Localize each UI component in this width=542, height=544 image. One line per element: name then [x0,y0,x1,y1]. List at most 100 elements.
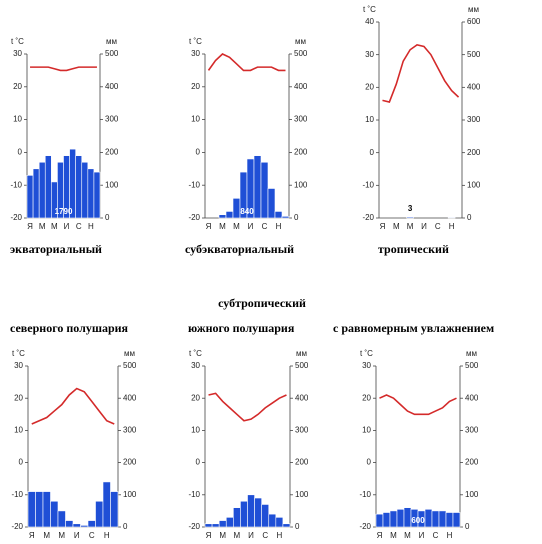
precip-bar [452,512,461,528]
y2-tick-label: 0 [294,213,299,222]
y2-tick-label: 400 [294,82,308,91]
y-tick-label: 30 [191,49,200,58]
y-tick-label: 30 [365,50,374,59]
precip-bar [27,491,36,528]
y2-tick-label: 400 [467,82,481,91]
y2-tick-label: 500 [294,49,308,58]
x-tick-label: М [51,222,58,231]
x-tick-label: С [76,222,82,231]
temperature-line [382,44,460,103]
precip-bar [375,513,384,528]
y2-tick-label: 0 [465,522,470,531]
y2-tick-label: 100 [465,490,479,499]
precip-bar [72,523,81,528]
x-tick-label: Я [380,222,386,231]
y-tick-label: -10 [188,180,200,189]
y2-tick-label: 400 [465,393,479,402]
y-tick-label: 30 [362,361,371,370]
x-tick-label: М [404,531,411,540]
y2-tick-label: 100 [105,180,119,189]
y2-tick-label: 200 [294,148,308,157]
y-tick-label: -10 [362,180,374,189]
precip-bar [102,481,111,528]
precip-bar [38,161,46,219]
group-title: субтропический [218,296,306,310]
y2-tick-label: 600 [467,17,481,26]
x-tick-label: М [39,222,46,231]
y-tick-label: 20 [191,393,200,402]
y2-tick-label: 0 [105,213,110,222]
x-tick-label: М [43,531,50,540]
total-precip: 1790 [55,207,73,216]
y2-tick-label: 400 [295,393,309,402]
y2-axis-label: мм [466,349,477,358]
precip-bar [431,510,440,528]
precip-bar [382,512,391,528]
y2-tick-label: 200 [295,458,309,467]
x-tick-label: С [262,222,268,231]
y-axis-label: t ˚C [11,37,24,46]
precip-bar [445,512,454,528]
x-tick-label: М [219,222,226,231]
precip-bar [75,155,83,219]
x-tick-label: И [421,222,427,231]
precip-bar [50,500,59,528]
y2-tick-label: 0 [295,522,300,531]
y-tick-label: 0 [196,458,201,467]
chart-title: тропический [378,242,449,256]
y2-tick-label: 100 [123,490,137,499]
y2-tick-label: 0 [123,522,128,531]
y2-tick-label: 100 [294,180,308,189]
y2-tick-label: 300 [123,426,137,435]
temperature-line [207,53,286,72]
chart-title: с равномерным увлажнением [333,321,494,335]
y2-tick-label: 200 [123,458,137,467]
x-tick-label: Я [206,531,212,540]
y-tick-label: 0 [19,458,24,467]
y2-tick-label: 0 [467,213,472,222]
precip-bar [93,171,101,219]
x-tick-label: Н [276,222,282,231]
x-tick-label: И [64,222,70,231]
y2-tick-label: 400 [105,82,119,91]
y-tick-label: 0 [367,458,372,467]
precip-bar [254,497,262,528]
precip-bar [81,161,89,219]
precip-bar [44,155,52,219]
precip-bar [447,217,456,219]
total-precip: 840 [240,207,254,216]
y-tick-label: 0 [196,148,201,157]
precip-bar [65,520,74,528]
y-tick-label: -20 [10,213,22,222]
precip-bar [396,508,405,528]
y2-tick-label: 100 [295,490,309,499]
precip-bar [282,523,291,528]
y-tick-label: -10 [188,490,200,499]
x-tick-label: Я [29,531,35,540]
precip-bar [403,507,412,528]
precip-bar [260,161,269,219]
x-tick-label: М [234,531,241,540]
y2-axis-label: мм [124,349,135,358]
precip-bar [95,500,104,528]
y2-tick-label: 500 [123,361,137,370]
precip-bar [424,508,433,528]
x-tick-label: М [407,222,414,231]
temperature-line [208,392,287,422]
precip-bar [42,491,51,528]
x-tick-label: Н [276,531,282,540]
y-tick-label: 10 [191,115,200,124]
y-tick-label: 30 [191,361,200,370]
x-tick-label: Н [449,222,455,231]
precip-bar [267,188,276,219]
precip-bar [218,520,227,528]
y2-tick-label: 300 [295,426,309,435]
precip-bar [389,510,398,528]
y-axis-label: t ˚C [189,349,202,358]
y-tick-label: -20 [11,522,23,531]
x-tick-label: М [393,222,400,231]
y2-tick-label: 300 [465,426,479,435]
y2-axis-label: мм [296,349,307,358]
precip-bar [233,507,241,528]
precip-bar [26,175,34,219]
